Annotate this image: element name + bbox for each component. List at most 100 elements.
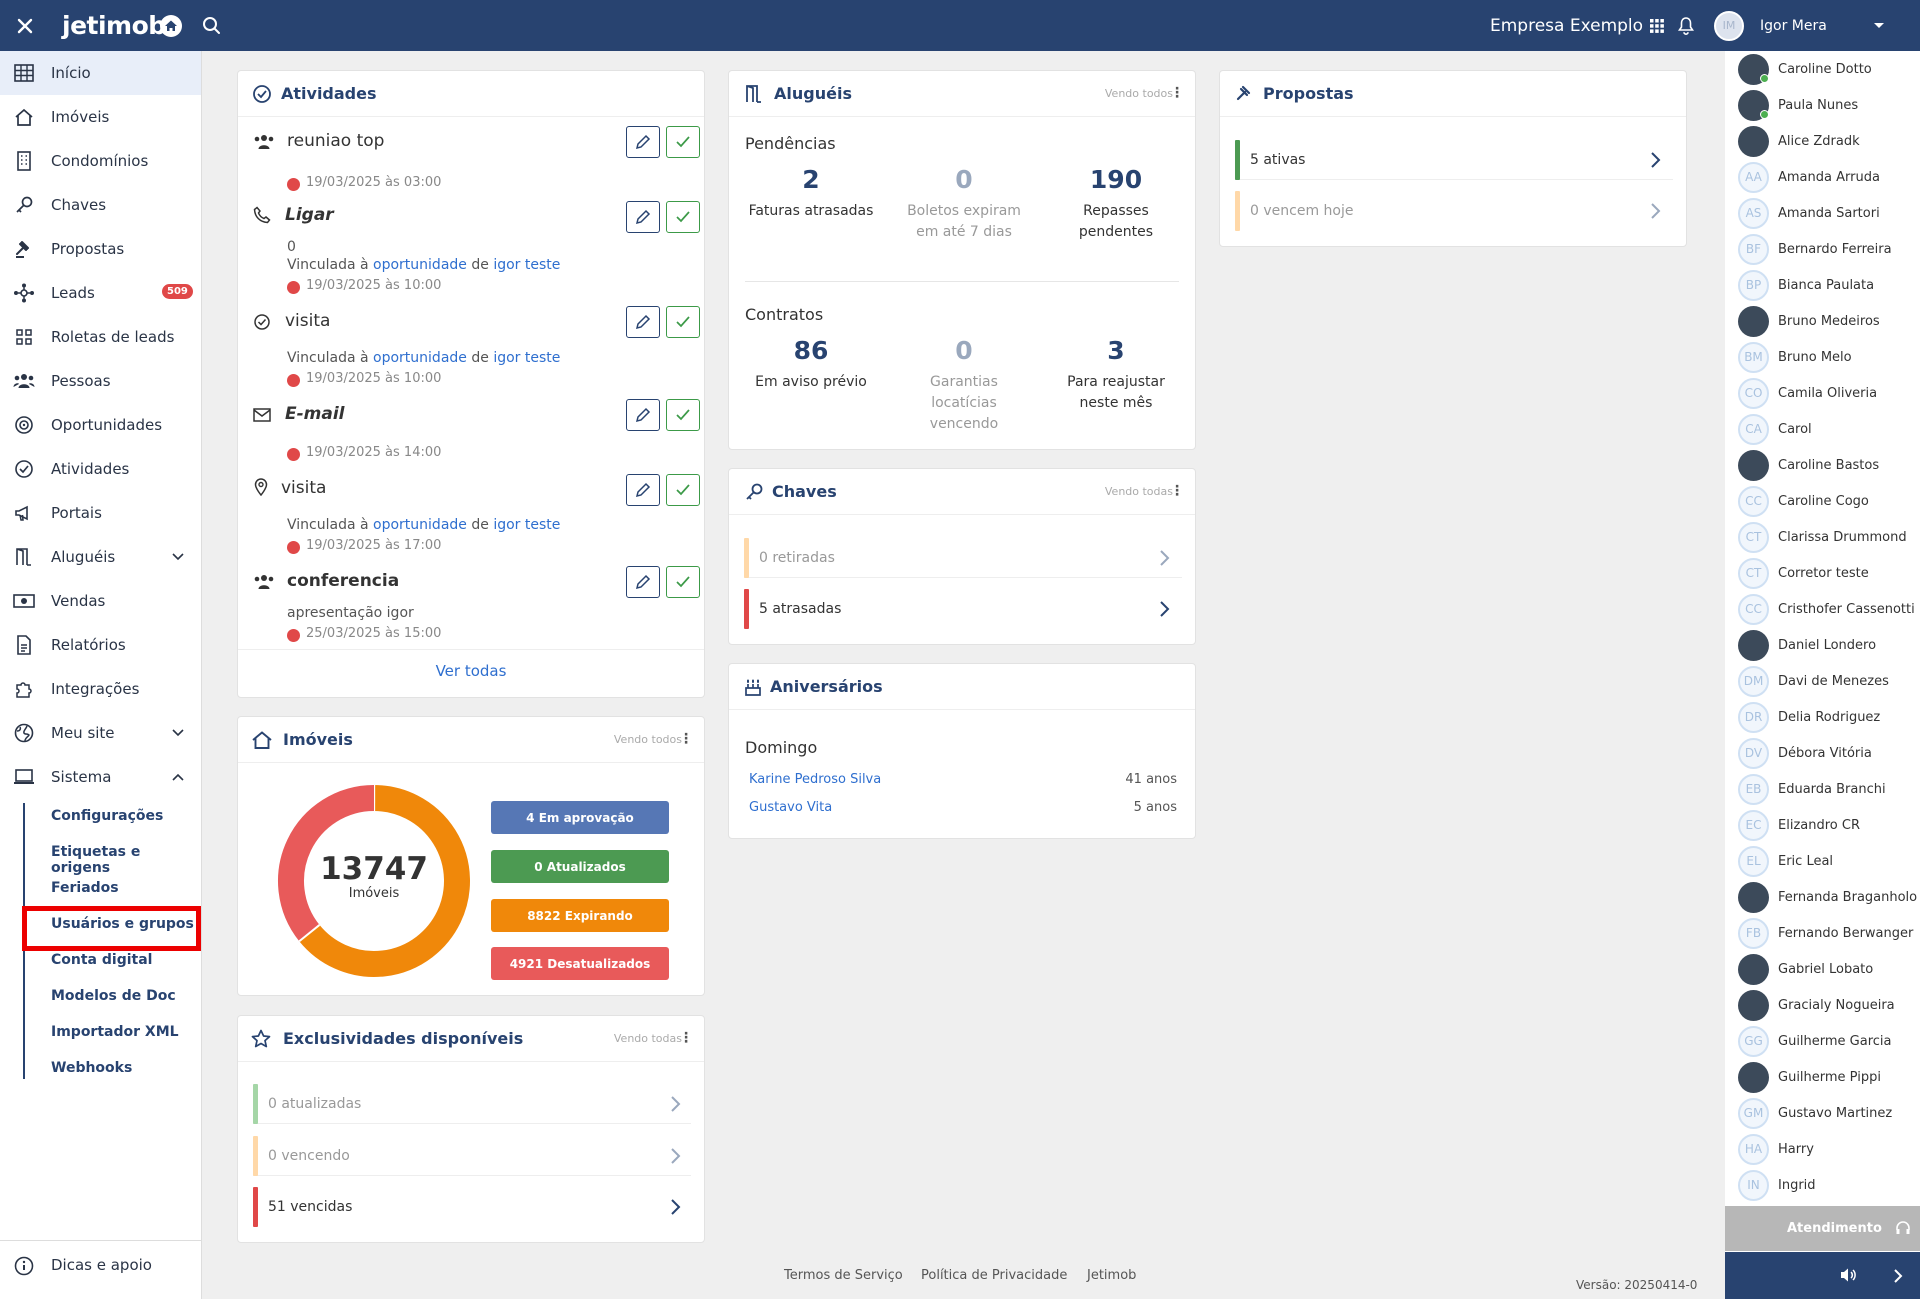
more-vert-icon[interactable]: ⋮ <box>1170 483 1184 499</box>
atendimento-bar[interactable]: Atendimento <box>1725 1206 1920 1251</box>
user-list-item[interactable]: Alice Zdradk <box>1738 125 1920 157</box>
user-list-item[interactable]: Fernanda Braganholo <box>1738 881 1920 913</box>
submenu-conta-digital[interactable]: Conta digital <box>51 952 153 968</box>
list-item[interactable]: 51 vencidas <box>253 1187 691 1227</box>
search-icon[interactable] <box>202 0 221 51</box>
sidebar-item-alugueis[interactable]: Aluguéis <box>0 535 201 579</box>
sidebar-item-vendas[interactable]: Vendas <box>0 579 201 623</box>
user-list-item[interactable]: DV Débora Vitória <box>1738 737 1920 769</box>
complete-button[interactable] <box>666 306 700 338</box>
terms-link[interactable]: Termos de Serviço <box>784 1268 903 1283</box>
privacy-link[interactable]: Política de Privacidade <box>921 1268 1068 1283</box>
submenu-usuarios-grupos[interactable]: Usuários e grupos <box>51 916 194 932</box>
jetimob-link[interactable]: Jetimob <box>1087 1268 1137 1283</box>
close-icon[interactable] <box>16 0 34 51</box>
user-list-item[interactable]: HA Harry <box>1738 1133 1920 1165</box>
submenu-etiquetas[interactable]: Etiquetas e origens <box>51 844 141 876</box>
vendo-todos[interactable]: Vendo todos <box>613 733 682 746</box>
submenu-importador-xml[interactable]: Importador XML <box>51 1024 179 1040</box>
vendo-todas[interactable]: Vendo todas <box>613 1032 682 1045</box>
user-list-item[interactable]: CC Caroline Cogo <box>1738 485 1920 517</box>
user-list-item[interactable]: BF Bernardo Ferreira <box>1738 233 1920 265</box>
birthday-person[interactable]: Karine Pedroso Silva <box>749 772 882 787</box>
pill-atualizados[interactable]: 0 Atualizados <box>491 850 669 883</box>
complete-button[interactable] <box>666 399 700 431</box>
vendo-todas[interactable]: Vendo todas <box>1104 485 1173 498</box>
pill-desatualizados[interactable]: 4921 Desatualizados <box>491 947 669 980</box>
activity-title[interactable]: reuniao top <box>287 131 385 151</box>
logo[interactable]: jetimob <box>62 11 166 40</box>
user-list-item[interactable]: Paula Nunes <box>1738 89 1920 121</box>
more-vert-icon[interactable]: ⋮ <box>1170 85 1184 101</box>
sidebar-item-propostas[interactable]: Propostas <box>0 227 201 271</box>
sidebar-item-leads[interactable]: Leads 509 <box>0 271 201 315</box>
activity-title[interactable]: conferencia <box>287 571 400 591</box>
edit-button[interactable] <box>626 306 660 338</box>
boletos-expiram-count[interactable]: 0 <box>955 165 973 194</box>
user-list-item[interactable]: Caroline Bastos <box>1738 449 1920 481</box>
help-item[interactable]: Dicas e apoio <box>0 1240 201 1290</box>
bell-icon[interactable] <box>1678 0 1694 51</box>
user-list-item[interactable]: GM Gustavo Martinez <box>1738 1097 1920 1129</box>
edit-button[interactable] <box>626 566 660 598</box>
see-all-link[interactable]: Ver todas <box>435 662 507 680</box>
sidebar-item-integracoes[interactable]: Integrações <box>0 667 201 711</box>
list-item[interactable]: 5 ativas <box>1235 140 1673 180</box>
user-list-item[interactable]: CT Corretor teste <box>1738 557 1920 589</box>
edit-button[interactable] <box>626 126 660 158</box>
sidebar-item-relatorios[interactable]: Relatórios <box>0 623 201 667</box>
chevron-right-icon[interactable] <box>1893 1268 1903 1287</box>
user-list-item[interactable]: Caroline Dotto <box>1738 53 1920 85</box>
sidebar-item-atividades[interactable]: Atividades <box>0 447 201 491</box>
submenu-modelos-doc[interactable]: Modelos de Doc <box>51 988 176 1004</box>
reajustar-count[interactable]: 3 <box>1107 336 1125 365</box>
donut-slice-expirando[interactable] <box>299 785 470 977</box>
more-vert-icon[interactable]: ⋮ <box>679 731 693 747</box>
sidebar-item-sistema[interactable]: Sistema <box>0 755 201 799</box>
user-list-item[interactable]: FB Fernando Berwanger <box>1738 917 1920 949</box>
user-list-item[interactable]: CT Clarissa Drummond <box>1738 521 1920 553</box>
chevron-down-icon[interactable] <box>171 724 185 742</box>
user-list-item[interactable]: AA Amanda Arruda <box>1738 161 1920 193</box>
speaker-icon[interactable] <box>1840 1267 1858 1287</box>
chevron-down-icon[interactable] <box>171 548 185 566</box>
user-list-item[interactable]: EB Eduarda Branchi <box>1738 773 1920 805</box>
user-list-item[interactable]: DM Davi de Menezes <box>1738 665 1920 697</box>
user-avatar[interactable]: IM <box>1714 0 1744 51</box>
pill-expirando[interactable]: 8822 Expirando <box>491 899 669 932</box>
chevron-up-icon[interactable] <box>171 768 185 786</box>
home-badge-icon[interactable] <box>160 0 182 51</box>
chevron-down-icon[interactable] <box>1873 0 1885 51</box>
submenu-feriados[interactable]: Feriados <box>51 880 119 896</box>
user-list-item[interactable]: CA Carol <box>1738 413 1920 445</box>
user-list-item[interactable]: IN Ingrid <box>1738 1169 1920 1201</box>
complete-button[interactable] <box>666 566 700 598</box>
donut-slice-desatualizados[interactable] <box>278 785 375 942</box>
sidebar-item-portais[interactable]: Portais <box>0 491 201 535</box>
apps-grid-icon[interactable] <box>1650 0 1664 51</box>
sidebar-item-pessoas[interactable]: Pessoas <box>0 359 201 403</box>
sidebar-item-inicio[interactable]: Início <box>0 51 201 95</box>
activity-title[interactable]: visita <box>285 311 331 331</box>
list-item[interactable]: 5 atrasadas <box>744 589 1182 629</box>
user-list-item[interactable]: Guilherme Pippi <box>1738 1061 1920 1093</box>
sidebar-item-imoveis[interactable]: Imóveis <box>0 95 201 139</box>
company-name[interactable]: Empresa Exemplo <box>1490 15 1644 36</box>
submenu-webhooks[interactable]: Webhooks <box>51 1060 133 1076</box>
complete-button[interactable] <box>666 126 700 158</box>
edit-button[interactable] <box>626 474 660 506</box>
repasses-pendentes-count[interactable]: 190 <box>1089 165 1143 194</box>
vendo-todos[interactable]: Vendo todos <box>1104 87 1173 100</box>
aviso-previo-count[interactable]: 86 <box>793 336 829 365</box>
activity-title[interactable]: E-mail <box>285 404 345 424</box>
user-list-item[interactable]: CC Cristhofer Cassenotti <box>1738 593 1920 625</box>
submenu-configuracoes[interactable]: Configurações <box>51 808 164 824</box>
more-vert-icon[interactable]: ⋮ <box>679 1030 693 1046</box>
user-list-item[interactable]: AS Amanda Sartori <box>1738 197 1920 229</box>
user-list-item[interactable]: CO Camila Oliveria <box>1738 377 1920 409</box>
faturas-atrasadas-count[interactable]: 2 <box>802 165 820 194</box>
activity-title[interactable]: visita <box>281 478 327 498</box>
list-item[interactable]: 0 vencem hoje <box>1235 191 1673 231</box>
edit-button[interactable] <box>626 399 660 431</box>
birthday-person[interactable]: Gustavo Vita <box>749 800 833 815</box>
